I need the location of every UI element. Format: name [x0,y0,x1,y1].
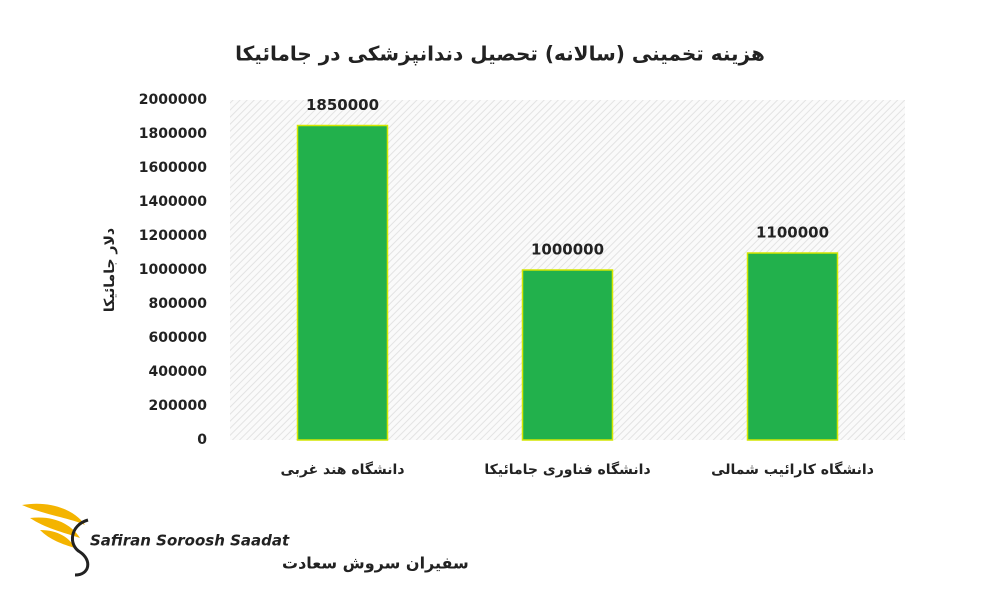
y-tick-label: 1800000 [139,126,207,142]
data-label: 1850000 [306,96,379,114]
y-tick-label: 800000 [149,296,208,312]
data-label: 1000000 [531,241,604,259]
y-tick-label: 600000 [149,330,208,346]
y-axis-label: دلار جامائیکا [102,228,118,312]
y-tick-label: 1000000 [139,262,207,278]
bar [746,252,839,441]
x-tick-label: دانشگاه هند غربی [280,461,404,478]
bar [296,124,389,441]
y-tick-label: 0 [197,432,207,448]
logo-text: Safiran Soroosh Saadat [90,532,290,550]
logo-wing [22,503,85,548]
x-tick-label: دانشگاه کارائیب شمالی [711,461,874,478]
data-label: 1100000 [756,224,829,242]
logo-subtext: سفیران سروش سعادت [282,554,469,573]
y-tick-label: 1400000 [139,194,207,210]
y-tick-label: 400000 [149,364,208,380]
chart-title: هزینه تخمینی (سالانه) تحصیل دندانپزشکی د… [235,42,765,67]
logo-s [71,518,90,577]
y-tick-label: 2000000 [139,92,207,108]
bar [521,269,614,441]
y-tick-label: 1200000 [139,228,207,244]
x-tick-label: دانشگاه فناوری جامائیکا [484,461,650,478]
y-tick-label: 1600000 [139,160,207,176]
y-tick-label: 200000 [149,398,208,414]
logo: Safiran Soroosh Saadat سفیران سروش سعادت [22,503,469,577]
